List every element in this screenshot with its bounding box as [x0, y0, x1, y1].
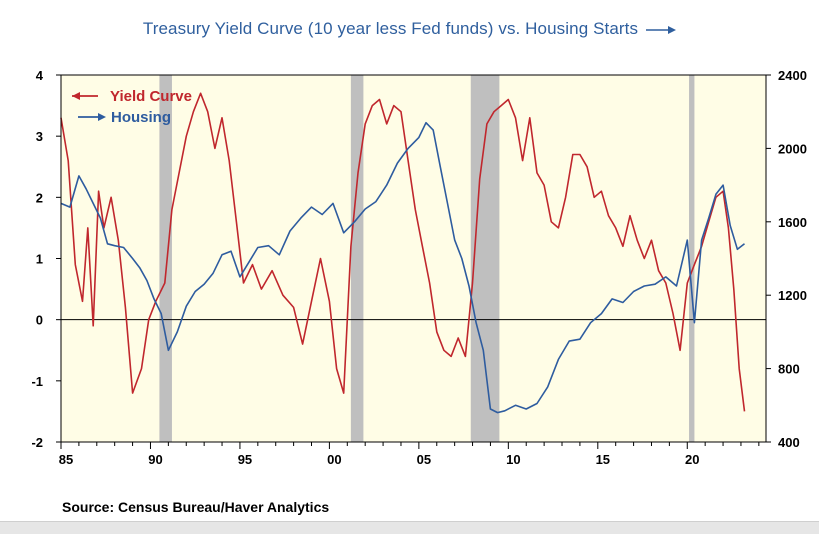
- x-tick-label-5: 10: [506, 452, 520, 467]
- legend-housing: Housing: [78, 109, 171, 126]
- left-arrow-icon: [72, 92, 80, 100]
- x-axis: 85 90 95 00 05 10 15 20: [59, 442, 760, 467]
- left-tick-label-0: -2: [31, 435, 43, 450]
- series-line-yield-curve: [60, 92, 746, 412]
- source-note: Source: Census Bureau/Haver Analytics: [62, 499, 330, 515]
- recession-band-0: [159, 75, 172, 442]
- chart-title-text: Treasury Yield Curve (10 year less Fed f…: [142, 19, 639, 38]
- x-tick-label-0: 85: [59, 452, 73, 467]
- series-line-housing: [60, 121, 745, 414]
- x-tick-label-7: 20: [685, 452, 699, 467]
- x-tick-label-3: 00: [327, 452, 341, 467]
- legend-housing-label: Housing: [111, 109, 171, 126]
- left-tick-label-6: 4: [36, 68, 44, 83]
- x-tick-label-6: 15: [596, 452, 610, 467]
- recession-band-3: [689, 75, 695, 442]
- x-tick-label-1: 90: [148, 452, 162, 467]
- left-tick-label-3: 1: [36, 252, 43, 267]
- legend-yield-curve-label: Yield Curve: [110, 88, 192, 105]
- plot-background: [60, 74, 767, 443]
- legend: Yield Curve Housing: [72, 88, 192, 126]
- right-tick-label-4: 2000: [778, 141, 807, 156]
- right-tick-label-5: 2400: [778, 68, 807, 83]
- right-tick-label-0: 400: [778, 435, 800, 450]
- legend-yield-curve: Yield Curve: [72, 88, 192, 105]
- right-tick-label-2: 1200: [778, 288, 807, 303]
- right-arrow-icon: [98, 113, 106, 121]
- left-tick-label-4: 2: [36, 190, 43, 205]
- chart-title: Treasury Yield Curve (10 year less Fed f…: [0, 19, 819, 39]
- left-axis: -2 -1 0 1 2 3 4: [31, 68, 61, 450]
- x-tick-label-4: 05: [417, 452, 431, 467]
- title-right-arrow-icon: [646, 25, 677, 34]
- left-tick-label-2: 0: [36, 313, 43, 328]
- recession-band-1: [350, 75, 364, 442]
- x-tick-label-2: 95: [238, 452, 252, 467]
- left-tick-label-5: 3: [36, 129, 43, 144]
- recession-band-2: [470, 75, 500, 442]
- right-axis: 400 800 1200 1600 2000 2400: [766, 68, 807, 450]
- status-strip: [0, 521, 819, 534]
- left-tick-label-1: -1: [31, 374, 43, 389]
- series-layer: [60, 92, 746, 414]
- right-tick-label-1: 800: [778, 362, 800, 377]
- right-tick-label-3: 1600: [778, 215, 807, 230]
